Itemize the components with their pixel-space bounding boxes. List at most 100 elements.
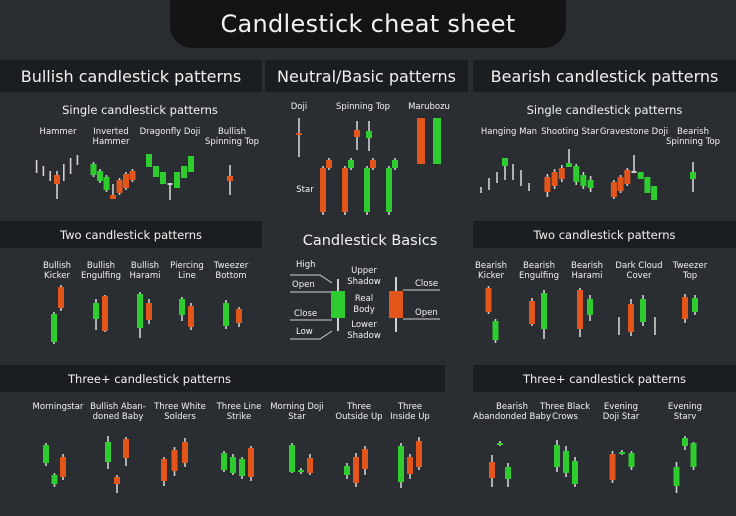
candle-body	[366, 131, 372, 138]
candle-body	[551, 172, 558, 186]
candle-body	[182, 442, 188, 463]
bullish-single-pattern-label: Dragonfly Doji	[139, 127, 201, 137]
marubozu-candle	[433, 118, 441, 164]
candle-body	[544, 177, 551, 192]
candle-body	[51, 475, 58, 484]
candle-body	[433, 118, 441, 164]
candle-body	[167, 183, 173, 185]
candle-body	[489, 462, 495, 478]
bullish-two-candle	[58, 285, 64, 311]
bearish-single-candle	[624, 168, 631, 186]
bearish-single-candle	[558, 165, 565, 182]
bearish-single-header: Single candlestick patterns	[526, 103, 683, 117]
bullish-single-candle	[167, 183, 173, 200]
bullish-single-candle	[153, 166, 159, 177]
bullish-three-candle	[161, 457, 167, 486]
bearish-three-candle	[497, 441, 503, 446]
candle-body	[298, 470, 304, 472]
candle-body	[296, 133, 302, 135]
bearish-two-candle	[529, 298, 535, 326]
bullish-single-candle	[123, 172, 129, 190]
candle-body	[123, 439, 129, 458]
doji-candle	[296, 118, 302, 157]
candle-body	[573, 166, 580, 182]
bullish-three-candle	[171, 447, 178, 476]
bullish-single-candle	[116, 178, 123, 195]
candle-body	[354, 130, 360, 137]
basics-label-close-right: Close	[415, 279, 439, 289]
bearish-single-candle	[690, 162, 696, 192]
basics-label-open-right: Open	[415, 308, 438, 318]
bullish-two-candle	[236, 307, 242, 327]
bullish-two-pattern-label: Piercing Line	[170, 261, 204, 281]
bullish-single-pattern-label: Hammer	[39, 127, 77, 137]
bearish-two-pattern-label: Dark Cloud Cover	[615, 261, 663, 281]
bearish-two-candle	[640, 295, 646, 326]
bullish-single-candle	[160, 172, 166, 184]
candle-body	[227, 176, 233, 181]
bullish-three-pattern-label: Morning Doji Star	[270, 402, 324, 422]
star-candle	[348, 158, 354, 170]
bullish-three-pattern-label: Three White Solders	[154, 402, 206, 422]
bearish-two-candle	[682, 294, 688, 323]
bearish-two-pattern-label: Tweezer Top	[672, 261, 708, 281]
candle-body	[407, 457, 413, 474]
bearish-single-pattern-label: Gravestone Doji	[599, 127, 669, 137]
bullish-three-pattern-label: Three Line Strike	[216, 402, 262, 422]
bullish-three-candle	[230, 454, 236, 475]
spinning-top-candle	[354, 121, 360, 150]
bullish-two-candle	[93, 299, 99, 330]
bullish-three-header: Three+ candlestick patterns	[0, 365, 445, 392]
bearish-single-candle	[544, 174, 551, 197]
bullish-three-candle	[416, 437, 422, 470]
neutral-pattern-label: Spinning Top	[335, 102, 391, 112]
candle-body	[529, 301, 535, 324]
bullish-single-pattern-label: Inverted Hammer	[92, 127, 130, 147]
bearish-two-candle	[577, 288, 583, 337]
candle-body	[146, 303, 152, 320]
candle-body	[342, 168, 348, 212]
bullish-three-pattern-label: Three Inside Up	[390, 402, 430, 422]
candle-body	[236, 309, 242, 323]
bearish-single-pattern-label: Hanging Man	[480, 127, 538, 137]
bearish-three-candle	[609, 451, 616, 483]
bearish-two-candle	[692, 295, 698, 315]
bearish-three-candle	[505, 463, 511, 487]
bullish-three-candle	[362, 446, 368, 475]
bearish-two-pattern-label: Bearish Harami	[571, 261, 603, 281]
bearish-three-candle	[682, 436, 688, 450]
leader-low	[290, 330, 333, 340]
basics-label-real-body: Real Body	[353, 294, 375, 315]
bearish-single-candle	[587, 176, 594, 192]
bullish-three-pattern-label: Bullish Aban- doned Baby	[90, 402, 146, 422]
candle-body	[153, 166, 159, 177]
candle-body	[137, 294, 143, 328]
candle-body	[587, 299, 593, 315]
candle-body	[541, 293, 547, 329]
candle-body	[640, 299, 646, 322]
candle-body	[370, 160, 376, 168]
candle-body	[344, 466, 350, 475]
candle-body	[580, 175, 587, 186]
bearish-single-candle	[631, 155, 637, 173]
star-candle	[364, 166, 370, 215]
basics-title: Candlestick Basics	[302, 233, 438, 249]
basics-diagram	[290, 274, 440, 340]
candle-body	[174, 172, 180, 188]
candle-body	[554, 445, 560, 467]
bullish-single-candle	[54, 171, 60, 199]
bullish-three-candle	[307, 454, 313, 475]
spinning-top-candle	[366, 121, 372, 151]
bearish-section-header: Bearish candlestick patterns	[473, 60, 736, 92]
page-title: Candlestick cheat sheet	[170, 0, 566, 48]
candle-body	[230, 457, 236, 473]
candle-body	[651, 186, 658, 200]
neutral-pattern-label: Doji	[290, 102, 308, 112]
candle-body	[682, 438, 688, 446]
candle-body	[619, 452, 625, 454]
leader-high	[290, 274, 333, 284]
bearish-three-pattern-label: Evening Doji Star	[602, 402, 640, 422]
bearish-single-candle	[551, 169, 558, 189]
bearish-three-pattern-label: Evening Starv	[667, 402, 703, 422]
bullish-single-candle	[110, 184, 116, 199]
